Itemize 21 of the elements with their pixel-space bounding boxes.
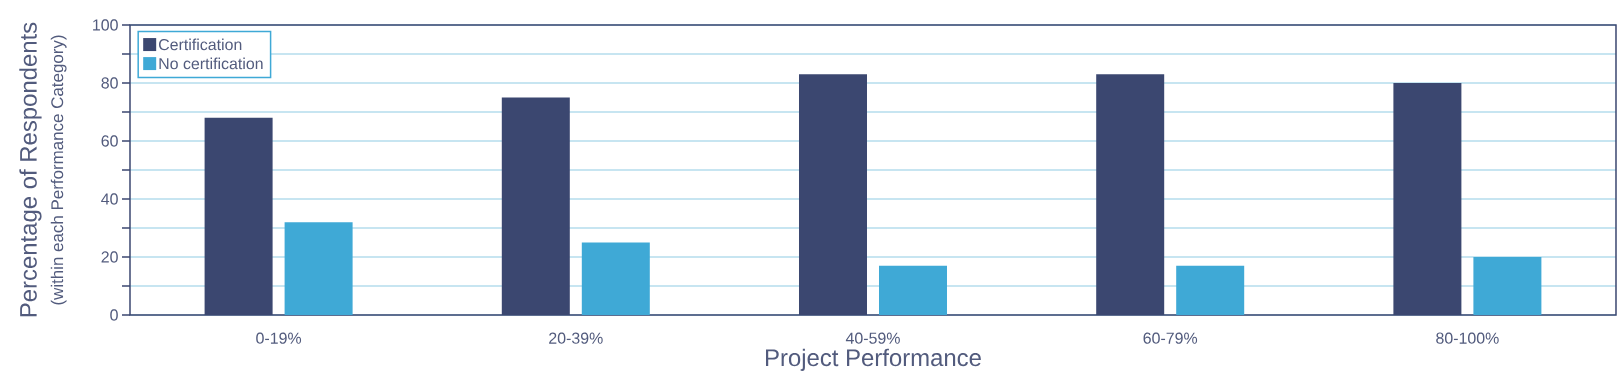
bar	[879, 265, 947, 315]
x-tick-label: 80-100%	[1436, 332, 1499, 344]
bar	[581, 242, 650, 315]
y-tick-label: 40	[101, 193, 118, 205]
legend-label: No certification	[159, 57, 263, 70]
y-tick-label: 0	[110, 309, 118, 321]
bar	[284, 222, 353, 315]
x-tick-label: 60-79%	[1143, 332, 1198, 344]
legend-label: Certification	[158, 38, 242, 51]
y-tick-label: 100	[93, 19, 118, 31]
x-tick-label: 40-59%	[845, 332, 900, 344]
y-tick-label: 60	[101, 135, 118, 147]
x-axis-title: Project Performance	[766, 348, 981, 371]
bar	[1473, 257, 1542, 315]
y-tick-label: 80	[101, 77, 118, 89]
x-tick-label: 20-39%	[549, 332, 603, 344]
y-axis-title: Percentage of Respondents	[19, 22, 42, 317]
x-tick-label: 0-19%	[256, 332, 302, 344]
y-tick-label: 20	[101, 251, 118, 263]
bar	[1176, 265, 1245, 315]
text: (within each Performance Category)	[50, 35, 67, 305]
